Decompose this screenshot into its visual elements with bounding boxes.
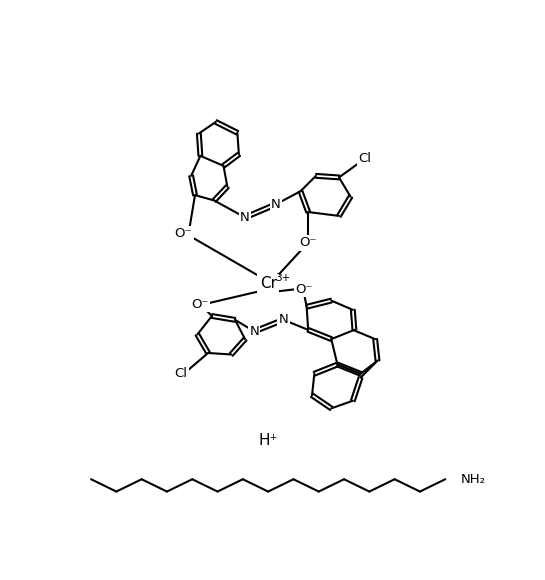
- Text: 3+: 3+: [275, 273, 290, 283]
- Text: Cr: Cr: [259, 276, 277, 291]
- Text: H⁺: H⁺: [258, 433, 278, 448]
- Text: N: N: [278, 313, 288, 327]
- Text: O⁻: O⁻: [299, 237, 317, 249]
- Text: O⁻: O⁻: [175, 227, 192, 240]
- Text: O⁻: O⁻: [295, 282, 313, 296]
- Text: N: N: [271, 198, 281, 211]
- Text: O⁻: O⁻: [192, 298, 209, 311]
- Text: Cl: Cl: [174, 367, 187, 380]
- Text: N: N: [240, 211, 250, 224]
- Text: NH₂: NH₂: [461, 473, 486, 485]
- Text: Cl: Cl: [358, 151, 371, 165]
- Text: N: N: [250, 325, 259, 338]
